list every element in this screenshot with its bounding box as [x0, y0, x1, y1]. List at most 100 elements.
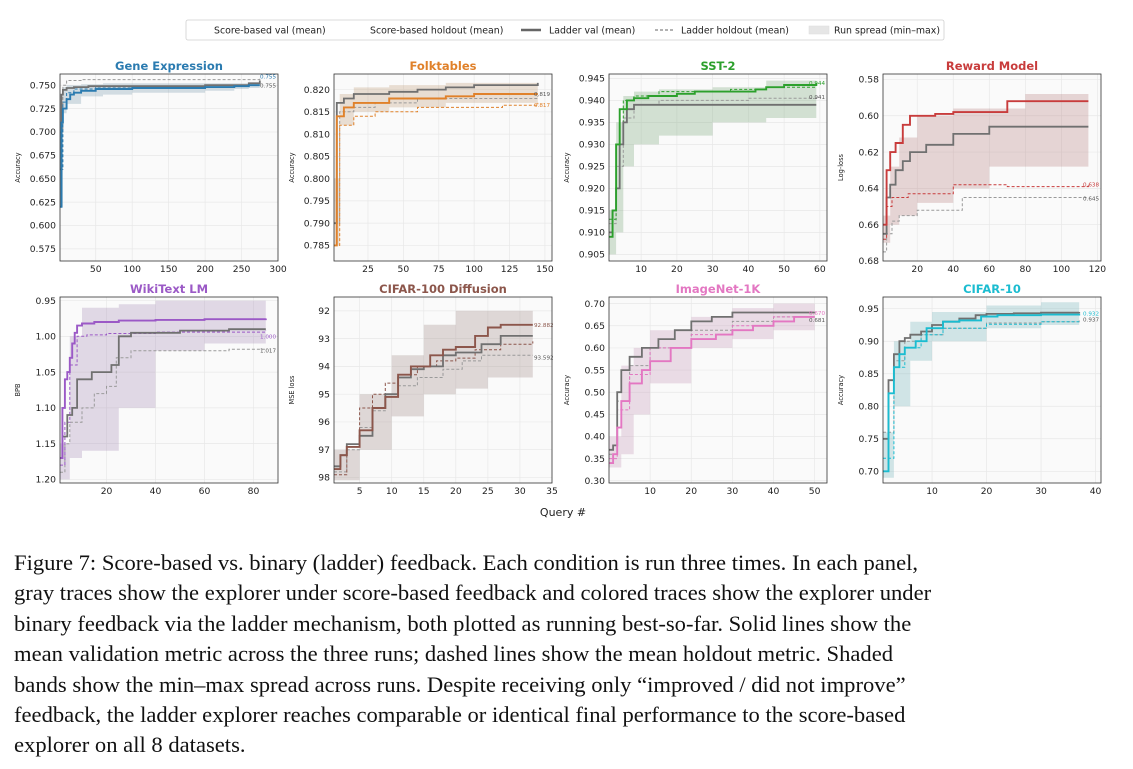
panel-title: Folktables	[410, 59, 477, 73]
end-value-label: 1.017	[260, 349, 276, 355]
x-tick-label: 50	[90, 264, 102, 275]
chart-panel: 0.638 0.645 0.58 0.60 0.62 0.64 0.66 0.68 20 40 60…	[837, 59, 1106, 275]
y-tick-label: 0.95	[859, 304, 880, 315]
y-tick-label: 0.58	[859, 75, 880, 86]
plot-frame	[59, 73, 279, 262]
ladder-holdout-line	[609, 316, 815, 455]
x-tick-label: 60	[983, 264, 995, 275]
x-tick-label: 35	[546, 486, 558, 497]
plot-frame	[608, 73, 828, 262]
x-tick-label: 15	[418, 486, 430, 497]
ladder-val-line	[60, 80, 261, 171]
score-val-line	[334, 93, 538, 247]
y-tick-label: 0.575	[30, 244, 56, 255]
y-tick-label: 0.810	[304, 129, 330, 140]
y-tick-label: 0.820	[304, 85, 330, 96]
x-tick-label: 40	[768, 486, 780, 497]
y-tick-label: 0.55	[585, 365, 606, 376]
x-tick-label: 10	[644, 486, 656, 497]
x-tick-label: 25	[482, 486, 494, 497]
x-tick-label: 20	[101, 486, 113, 497]
ladder-val-line	[883, 311, 1081, 440]
y-tick-label: 0.60	[859, 111, 880, 122]
legend-label: Ladder holdout (mean)	[681, 26, 789, 37]
y-tick-label: 0.68	[859, 256, 880, 267]
score-holdout-line	[334, 102, 539, 246]
x-tick-label: 80	[1019, 264, 1031, 275]
chart-panel: 0.819 0.817 0.785 0.790 0.795 0.800 0.805 0.810…	[288, 59, 554, 275]
y-tick-label: 0.80	[859, 401, 880, 412]
score-holdout-line	[60, 330, 267, 466]
y-tick-label: 0.790	[304, 218, 330, 229]
y-tick-label: 0.95	[36, 296, 57, 307]
x-axis-label: Query #	[540, 506, 586, 519]
chart-panel: 0.944 0.941 0.905 0.910 0.915 0.920 0.925 0.930…	[563, 59, 828, 275]
score-val-line	[883, 313, 1081, 473]
x-tick-label: 30	[727, 486, 739, 497]
spread-band-score	[609, 303, 815, 468]
figure-caption: Figure 7: Score-based vs. binary (ladder…	[14, 548, 1116, 761]
caption-line: feedback, the ladder explorer reaches co…	[14, 702, 906, 728]
x-tick-label: 20	[671, 264, 683, 275]
plot-frame	[608, 296, 828, 484]
x-tick-label: 120	[1089, 264, 1107, 275]
ladder-val-line	[883, 125, 1089, 235]
y-tick-label: 0.40	[585, 432, 606, 443]
spread-band-ladder	[334, 310, 533, 481]
spread-band-ladder	[609, 303, 815, 468]
y-axis-label: BPB	[14, 383, 22, 396]
end-value-label: 0.817	[534, 103, 550, 109]
ladder-val-line	[609, 311, 816, 451]
x-tick-label: 30	[514, 486, 526, 497]
legend-item: Ladder val (mean)	[521, 26, 635, 37]
end-value-label: 92.882	[534, 323, 554, 329]
x-tick-label: 150	[160, 264, 178, 275]
ladder-val-line	[334, 82, 539, 225]
x-tick-label: 20	[450, 486, 462, 497]
end-value-label: 0.932	[1083, 312, 1099, 318]
y-tick-label: 0.45	[585, 410, 606, 421]
caption-line: binary feedback via the ladder mechanism…	[14, 610, 912, 636]
score-holdout-line	[883, 321, 1080, 459]
plot-background	[334, 297, 552, 483]
plot-marks	[609, 78, 818, 255]
ladder-val-line	[334, 335, 533, 468]
x-tick-label: 20	[911, 264, 923, 275]
y-tick-label: 0.920	[579, 184, 605, 195]
plot-frame	[333, 296, 553, 484]
y-tick-label: 0.785	[304, 241, 330, 252]
spread-band-score	[334, 310, 533, 481]
end-value-label: 0.670	[809, 311, 825, 317]
y-tick-label: 0.600	[30, 221, 56, 232]
legend-item: Score-based val (mean)	[190, 26, 326, 37]
panel-title: CIFAR-100 Diffusion	[379, 282, 507, 296]
plot-marks	[883, 302, 1081, 478]
y-tick-label: 0.650	[30, 174, 56, 185]
chart-panel: 92.882 93.592 92 93 94 95 96 97 98 5 10 15 20 25 30 35 M…	[288, 282, 558, 497]
spread-band-score	[883, 302, 1080, 478]
x-tick-label: 30	[1035, 486, 1047, 497]
x-tick-label: 60	[814, 264, 826, 275]
end-value-label: 0.681	[809, 318, 825, 324]
y-tick-label: 0.805	[304, 152, 330, 163]
spread-band-score	[609, 78, 817, 255]
caption-line: gray traces show the explorer under scor…	[14, 580, 932, 606]
end-value-label: 0.638	[1083, 183, 1099, 189]
y-tick-label: 0.930	[579, 140, 605, 151]
y-tick-label: 0.85	[859, 369, 880, 380]
spread-band-ladder	[60, 81, 260, 207]
score-val-line	[609, 82, 818, 238]
end-value-label: 0.944	[809, 81, 825, 87]
y-tick-label: 0.66	[859, 220, 880, 231]
x-tick-label: 20	[685, 486, 697, 497]
y-tick-label: 0.910	[579, 228, 605, 239]
x-tick-label: 125	[501, 264, 519, 275]
x-tick-label: 30	[707, 264, 719, 275]
y-tick-label: 0.675	[30, 151, 56, 162]
end-value-label: 0.937	[1083, 318, 1099, 324]
chart-panel: 1.000 1.017 0.95 1.00 1.05 1.10 1.15 1.20 20 40 60…	[14, 282, 279, 497]
spread-band-score	[60, 81, 260, 207]
y-tick-label: 0.725	[30, 104, 56, 115]
x-tick-label: 100	[123, 264, 141, 275]
